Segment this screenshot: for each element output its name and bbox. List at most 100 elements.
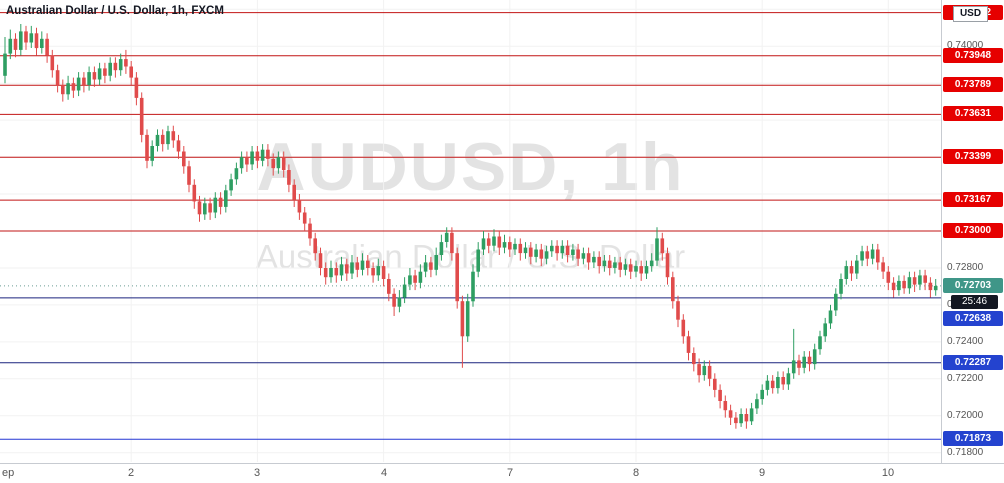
candle-body	[103, 68, 107, 76]
candle-body	[460, 301, 465, 337]
candle-body	[823, 323, 827, 337]
candle-body	[770, 380, 775, 389]
candle-body	[534, 249, 538, 257]
candle-body	[707, 365, 712, 379]
candle-body	[3, 53, 7, 76]
candle-body	[187, 166, 191, 185]
time-axis-label: 10	[881, 467, 895, 479]
candle-body	[418, 271, 423, 283]
candle-body	[623, 264, 628, 270]
candle-body	[281, 157, 286, 170]
candle-body	[902, 280, 906, 289]
candle-body	[266, 149, 270, 159]
candle-body	[234, 168, 239, 180]
candle-body	[713, 378, 717, 390]
support-level-badge: 0.71873	[943, 431, 1003, 446]
time-axis-label: 8	[632, 467, 640, 479]
candle-body	[218, 197, 223, 207]
symbol-legend[interactable]: Australian Dollar / U.S. Dollar, 1h, FXC…	[6, 5, 224, 17]
candle-body	[92, 72, 97, 80]
candle-body	[371, 268, 375, 276]
candle-body	[229, 179, 233, 191]
candle-body	[607, 260, 612, 268]
candle-body	[550, 245, 554, 252]
candle-body	[818, 336, 822, 350]
candle-body	[408, 275, 412, 285]
candle-body	[360, 260, 365, 270]
candlestick-chart[interactable]	[0, 0, 941, 463]
candle-body	[844, 266, 849, 279]
price-tick-label: 0.72800	[947, 262, 984, 273]
candle-body	[350, 262, 354, 274]
candle-body	[197, 201, 202, 215]
candle-body	[828, 310, 833, 324]
candle-body	[245, 157, 249, 165]
candle-body	[602, 260, 607, 267]
candle-body	[923, 275, 927, 283]
candle-body	[686, 336, 691, 353]
candle-body	[292, 184, 296, 200]
candle-body	[639, 266, 643, 274]
price-tick-label: 0.72400	[947, 336, 984, 347]
resistance-level-badge: 0.73000	[943, 223, 1003, 238]
candle-body	[434, 255, 438, 270]
candle-body	[276, 157, 281, 169]
candle-body	[29, 33, 34, 43]
candle-body	[250, 151, 254, 165]
candle-body	[271, 158, 275, 169]
candle-body	[297, 199, 302, 213]
candle-body	[155, 134, 160, 146]
time-axis-label: 9	[758, 467, 766, 479]
candle-body	[397, 297, 402, 307]
chart-plot-area[interactable]: AUDUSD, 1h Australian Dollar / U.S. Doll…	[0, 0, 941, 463]
candle-body	[797, 360, 801, 368]
candle-body	[897, 280, 901, 291]
time-axis[interactable]: ep 2 3 4 7 8 9 10	[0, 463, 1004, 483]
candle-body	[749, 408, 754, 422]
candle-body	[697, 364, 701, 376]
candle-body	[413, 275, 417, 283]
candle-body	[728, 410, 733, 418]
candle-body	[576, 249, 580, 259]
candle-body	[118, 59, 123, 71]
candle-body	[781, 377, 785, 385]
current-price-badge: 0.72703	[943, 278, 1003, 293]
candle-body	[523, 247, 528, 254]
candle-body	[676, 301, 680, 320]
candle-body	[613, 262, 617, 268]
candle-body	[376, 266, 381, 276]
candle-body	[329, 268, 333, 278]
candle-body	[134, 77, 139, 98]
candle-body	[55, 70, 60, 85]
candle-body	[634, 266, 638, 272]
price-axis[interactable]: USD 0.740000.728000.726000.724000.722000…	[941, 0, 1004, 463]
candle-body	[429, 262, 433, 270]
candle-body	[860, 251, 864, 261]
candle-body	[839, 279, 843, 294]
countdown-badge: 25:46	[951, 295, 998, 309]
candle-body	[402, 284, 407, 298]
candle-body	[865, 251, 870, 259]
candle-body	[581, 253, 586, 259]
candle-body	[933, 285, 938, 291]
candle-body	[718, 389, 722, 401]
candle-body	[334, 268, 339, 276]
currency-label: USD	[953, 6, 988, 22]
candle-body	[508, 242, 512, 250]
candle-body	[912, 277, 917, 285]
candle-body	[544, 251, 549, 259]
candle-body	[45, 38, 49, 56]
candle-body	[87, 72, 91, 85]
time-axis-label: 3	[253, 467, 261, 479]
candle-body	[192, 184, 197, 202]
candle-body	[786, 373, 791, 385]
candle-body	[481, 238, 486, 250]
candle-body	[555, 245, 559, 254]
candle-body	[387, 279, 391, 294]
candle-body	[145, 134, 149, 161]
candle-body	[76, 77, 81, 91]
candle-body	[529, 247, 533, 257]
candle-body	[308, 223, 312, 239]
candle-body	[649, 260, 654, 267]
